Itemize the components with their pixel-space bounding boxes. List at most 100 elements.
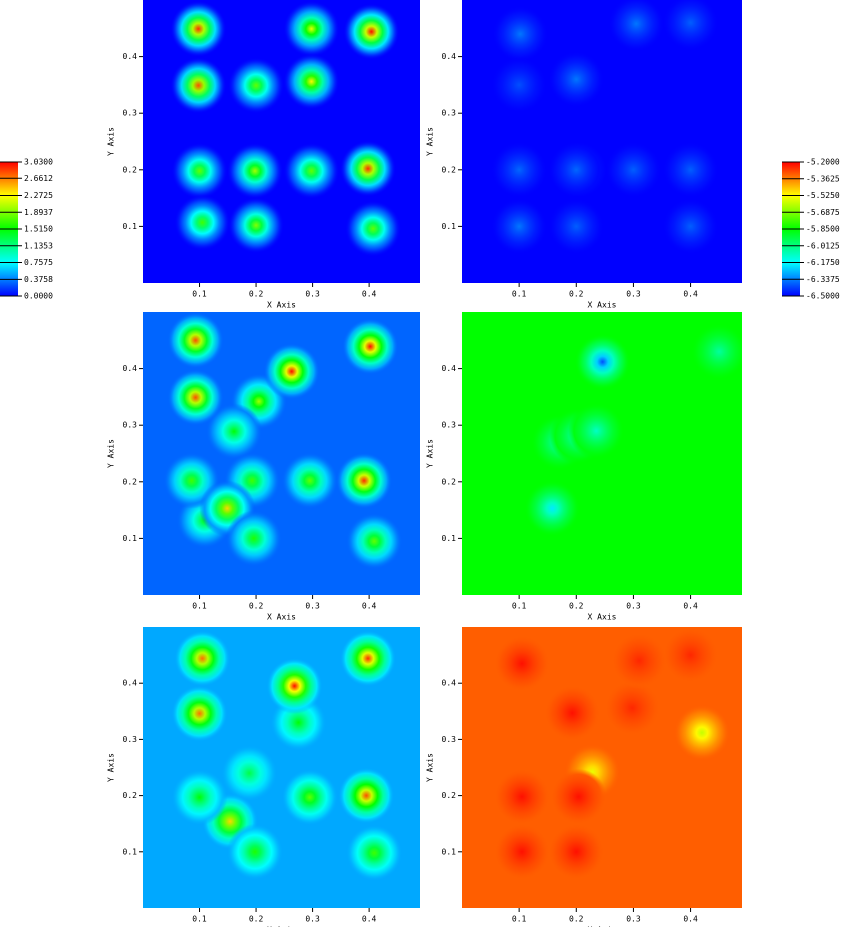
x-tick-label: 0.1 xyxy=(192,602,207,611)
y-tick-label: 0.1 xyxy=(123,222,138,231)
x-tick-label: 0.4 xyxy=(683,602,698,611)
heatmap-panel xyxy=(143,627,420,908)
x-tick-label: 0.1 xyxy=(512,290,527,299)
heatmap-peak xyxy=(283,53,340,110)
heatmap-peak xyxy=(171,769,228,826)
y-axis-label: Y Axis xyxy=(107,439,116,468)
y-tick-label: 0.2 xyxy=(123,165,138,174)
y-tick-label: 0.2 xyxy=(123,791,138,800)
colorbar-tick-label: -5.6875 xyxy=(806,208,840,217)
heatmap-peak xyxy=(339,140,396,197)
y-tick-label: 0.1 xyxy=(442,847,457,856)
colorbar-tick-label: 3.0300 xyxy=(24,158,53,167)
y-tick-label: 0.1 xyxy=(442,222,457,231)
heatmap-peak xyxy=(568,402,625,459)
y-tick-label: 0.2 xyxy=(123,477,138,486)
heatmap-peak xyxy=(336,452,393,509)
colorbar-tick-label: -5.3625 xyxy=(806,174,840,183)
heatmap-peak xyxy=(608,0,665,52)
heatmap-peak xyxy=(548,51,605,108)
y-axis-label: Y Axis xyxy=(107,127,116,156)
x-tick-label: 0.4 xyxy=(683,290,698,299)
heatmap-peak xyxy=(338,767,395,824)
heatmap-peak xyxy=(283,0,340,57)
heatmap-peak xyxy=(574,333,631,390)
heatmap-peak xyxy=(491,56,548,113)
heatmap-peak xyxy=(174,194,231,251)
heatmap-peak xyxy=(548,141,605,198)
heatmap-peak xyxy=(346,513,403,570)
colorbar-tick-label: -6.5000 xyxy=(806,292,840,301)
heatmap-peak xyxy=(605,141,662,198)
y-tick-label: 0.3 xyxy=(442,109,457,118)
heatmap-peak xyxy=(343,3,400,60)
heatmap-peak xyxy=(266,658,323,715)
x-tick-label: 0.2 xyxy=(249,602,264,611)
heatmap-peak xyxy=(548,823,605,880)
y-tick-label: 0.2 xyxy=(442,477,457,486)
heatmap-peak xyxy=(171,685,228,742)
y-tick-label: 0.1 xyxy=(442,534,457,543)
x-tick-label: 0.1 xyxy=(512,602,527,611)
x-tick-label: 0.2 xyxy=(249,915,264,924)
heatmap-peak xyxy=(339,630,396,687)
heatmap-peak xyxy=(167,369,224,426)
heatmap-peak xyxy=(492,5,549,62)
heatmap-peak xyxy=(662,627,719,684)
heatmap-peak xyxy=(674,704,730,761)
heatmap-peak xyxy=(174,630,231,687)
colorbar-tick-label: 2.6612 xyxy=(24,174,53,183)
x-axis-label: X Axis xyxy=(588,301,617,310)
x-tick-label: 0.3 xyxy=(305,290,320,299)
y-axis-label: Y Axis xyxy=(426,439,435,468)
x-tick-label: 0.2 xyxy=(249,290,264,299)
x-tick-label: 0.2 xyxy=(569,602,584,611)
y-tick-label: 0.4 xyxy=(442,52,457,61)
heatmap-peak xyxy=(662,141,719,198)
heatmap-panel xyxy=(143,0,420,283)
heatmap-peak xyxy=(228,57,285,114)
heatmap-peak xyxy=(662,198,719,255)
heatmap-peak xyxy=(691,323,742,380)
heatmap-peak xyxy=(342,318,399,375)
heatmap-panel xyxy=(462,312,742,595)
heatmap-peak xyxy=(491,198,548,255)
heatmap-peak xyxy=(491,141,548,198)
y-tick-label: 0.3 xyxy=(123,735,138,744)
heatmap-peak xyxy=(228,197,285,254)
heatmap-peak xyxy=(544,684,601,741)
heatmap-peak xyxy=(345,200,402,257)
x-tick-label: 0.3 xyxy=(626,602,641,611)
x-axis-label: X Axis xyxy=(267,301,296,310)
x-axis-label: X Axis xyxy=(588,613,617,622)
y-tick-label: 0.3 xyxy=(123,109,138,118)
x-tick-label: 0.2 xyxy=(569,915,584,924)
heatmap-peak xyxy=(550,768,607,825)
x-axis-label: X Axis xyxy=(267,926,296,927)
heatmap-peak xyxy=(494,768,550,825)
heatmap-peak xyxy=(548,198,605,255)
heatmap-peak xyxy=(494,635,550,692)
heatmap-panel xyxy=(462,0,742,283)
x-tick-label: 0.4 xyxy=(362,290,377,299)
heatmap-peak xyxy=(604,679,661,736)
heatmap-peak xyxy=(167,312,224,369)
colorbar-tick-label: 0.3758 xyxy=(24,275,53,284)
heatmap-peak xyxy=(170,0,227,57)
heatmap-peak xyxy=(225,510,282,567)
x-tick-label: 0.4 xyxy=(362,602,377,611)
x-axis-label: X Axis xyxy=(267,613,296,622)
heatmap-panel xyxy=(462,627,742,908)
y-axis-label: Y Axis xyxy=(426,127,435,156)
heatmap-peak xyxy=(221,745,278,802)
colorbar-tick-label: -5.5250 xyxy=(806,191,840,200)
x-tick-label: 0.4 xyxy=(683,915,698,924)
y-tick-label: 0.3 xyxy=(442,735,457,744)
heatmap-peak xyxy=(170,57,227,114)
colorbar-tick-label: 2.2725 xyxy=(24,191,53,200)
y-tick-label: 0.2 xyxy=(442,791,457,800)
y-tick-label: 0.2 xyxy=(442,165,457,174)
x-axis-label: X Axis xyxy=(588,926,617,927)
y-tick-label: 0.3 xyxy=(442,421,457,430)
